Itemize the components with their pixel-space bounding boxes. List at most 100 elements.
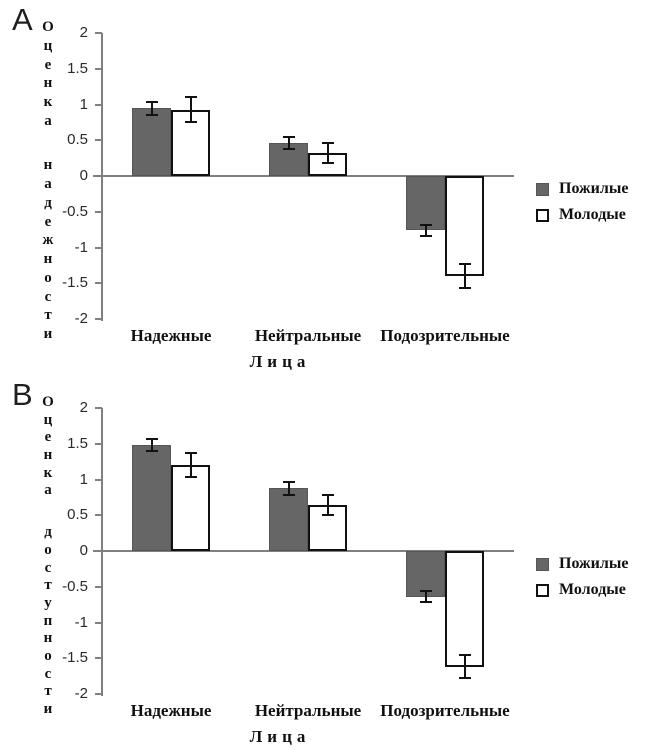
y-axis-title-letter: а [44, 482, 52, 499]
y-tick-label: 2 [79, 24, 88, 41]
y-tick-label: -1 [74, 614, 88, 631]
y-axis-title-letter: ц [43, 37, 53, 54]
y-axis-title-letter: н [43, 630, 53, 647]
error-bar-cap-bottom [459, 677, 471, 679]
y-axis-title-letter: с [44, 559, 52, 576]
y-tick-mark [95, 247, 102, 249]
error-bar-line [464, 655, 466, 678]
y-tick-label: -1 [74, 239, 88, 256]
error-bar-line [327, 143, 329, 163]
y-tick-label: -2 [74, 685, 88, 702]
y-tick-label: -0.5 [62, 203, 88, 220]
y-axis-title-letter: о [44, 647, 52, 664]
y-tick-mark [95, 479, 102, 481]
error-bar-cap-top [420, 224, 432, 226]
y-tick-mark [93, 550, 102, 552]
error-bar-line [288, 482, 290, 495]
legend-item-elderly: Пожилые [536, 181, 628, 197]
legend-item-elderly: Пожилые [536, 556, 628, 572]
bar-elderly-cat0 [132, 108, 171, 176]
error-bar-cap-bottom [185, 121, 197, 123]
y-axis-title-letter: н [43, 446, 53, 463]
y-axis-title-letter: о [44, 269, 52, 286]
error-bar-cap-bottom [146, 450, 158, 452]
y-axis-title-letter: О [42, 19, 54, 35]
error-bar-line [151, 102, 153, 115]
error-bar-line [190, 97, 192, 123]
error-bar-cap-top [283, 136, 295, 138]
x-axis-zero-line [101, 175, 514, 177]
y-axis-title-letter: а [44, 176, 52, 192]
legend: Пожилые Молодые [536, 181, 628, 223]
y-tick-mark [95, 32, 102, 34]
error-bar-cap-bottom [185, 476, 197, 478]
error-bar-cap-top [146, 101, 158, 103]
y-tick-label: -1.5 [62, 274, 88, 291]
y-tick-label: 0 [79, 542, 88, 559]
y-tick-label: 1.5 [67, 60, 88, 77]
error-bar-line [288, 137, 290, 148]
error-bar-cap-bottom [459, 287, 471, 289]
legend: Пожилые Молодые [536, 556, 628, 598]
error-bar-cap-top [185, 96, 197, 98]
error-bar-cap-top [283, 481, 295, 483]
category-label: Надежные [130, 701, 212, 720]
y-axis-title-letter: к [43, 464, 53, 481]
y-axis-title-letter: е [44, 56, 52, 73]
error-bar-line [464, 264, 466, 288]
y-tick-mark [95, 586, 102, 588]
y-axis-title-letter: н [43, 75, 53, 92]
y-axis-title-letter: д [44, 524, 52, 541]
y-tick-mark [95, 282, 102, 284]
error-bar-cap-bottom [322, 162, 334, 164]
y-tick-mark [95, 318, 102, 320]
y-tick-label: -0.5 [62, 578, 88, 595]
legend-item-young: Молодые [536, 582, 628, 598]
legend-label: Молодые [559, 581, 626, 598]
legend-label: Пожилые [559, 180, 629, 197]
y-axis-title-letter: е [44, 429, 52, 446]
category-label: Надежные [130, 326, 212, 345]
legend-label: Пожилые [559, 555, 629, 572]
error-bar-cap-top [322, 142, 334, 144]
y-axis-title-letter: а [44, 112, 52, 129]
error-bar-cap-bottom [420, 601, 432, 603]
y-tick-label: 0.5 [67, 506, 88, 523]
bar-elderly-cat1 [269, 488, 308, 551]
y-axis-title-letter: н [43, 157, 53, 174]
y-axis-title-letter: с [44, 288, 52, 305]
y-tick-label: -2 [74, 310, 88, 327]
y-tick-mark [95, 139, 102, 141]
error-bar-cap-bottom [322, 514, 334, 516]
legend-swatch-young-icon [536, 583, 549, 597]
y-tick-label: 0.5 [67, 131, 88, 148]
y-tick-label: 1.5 [67, 435, 88, 452]
y-axis-title-letter: о [44, 542, 52, 559]
category-label: Нейтральные [254, 701, 362, 720]
y-tick-mark [95, 657, 102, 659]
y-tick-label: -1.5 [62, 649, 88, 666]
y-tick-mark [95, 104, 102, 106]
y-axis-line [101, 33, 103, 321]
y-axis-title-letter: с [44, 665, 52, 682]
error-bar-cap-top [185, 452, 197, 454]
error-bar-cap-top [146, 438, 158, 440]
bar-young-cat2 [445, 551, 484, 667]
panel-letter: B [12, 377, 33, 412]
y-axis-title-letter: ц [43, 411, 53, 428]
x-axis-title: Лица [249, 352, 311, 371]
y-axis-title-letter: д [44, 194, 52, 211]
error-bar-line [425, 225, 427, 236]
y-tick-mark [95, 68, 102, 70]
error-bar-line [425, 591, 427, 602]
error-bar-cap-bottom [146, 114, 158, 116]
y-axis-title-letter: ж [42, 232, 54, 249]
y-axis-title-letter: т [44, 683, 52, 700]
error-bar-cap-bottom [283, 494, 295, 496]
y-tick-mark [95, 514, 102, 516]
y-tick-label: 1 [79, 471, 88, 488]
